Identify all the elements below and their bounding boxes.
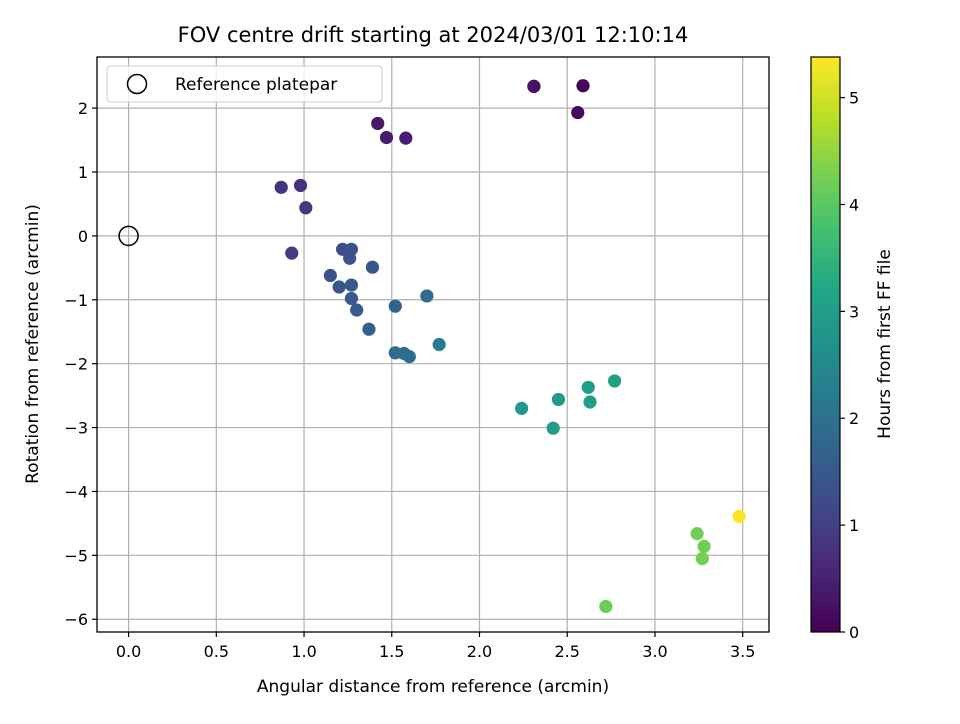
- data-point: [732, 509, 746, 523]
- x-tick-label: 1.5: [379, 642, 404, 661]
- y-tick-label: −2: [64, 355, 88, 374]
- data-point: [546, 421, 560, 435]
- data-point: [583, 395, 597, 409]
- reference-platepar-marker: [118, 225, 139, 247]
- data-point: [581, 380, 595, 394]
- x-tick-label: 3.0: [642, 642, 667, 661]
- data-point: [399, 131, 413, 145]
- data-point: [607, 374, 622, 388]
- data-point: [527, 79, 541, 93]
- legend-label: Reference platepar: [175, 75, 337, 95]
- y-tick-label: 2: [78, 99, 88, 118]
- y-tick-label: −6: [64, 610, 88, 629]
- legend: Reference platepar: [106, 65, 383, 103]
- data-point: [690, 527, 704, 541]
- colorbar-ticks: 0 1 2 3 4 5: [840, 89, 859, 642]
- y-axis-ticks: 2 1 0 −1 −2 −3 −4 −5 −6: [64, 99, 97, 629]
- data-points: [274, 79, 746, 614]
- y-tick-label: −4: [64, 482, 88, 501]
- colorbar-tick-label: 1: [849, 516, 859, 535]
- x-axis-label: Angular distance from reference (arcmin): [257, 677, 609, 697]
- data-point: [571, 105, 585, 120]
- y-tick-label: 1: [78, 163, 88, 182]
- x-tick-label: 2.0: [467, 642, 492, 661]
- x-tick-label: 0.0: [116, 642, 141, 661]
- y-axis-label: Rotation from reference (arcmin): [23, 204, 43, 484]
- data-point: [293, 178, 308, 193]
- y-tick-label: −1: [64, 291, 88, 310]
- data-point: [599, 599, 613, 614]
- data-point: [274, 180, 288, 194]
- data-point: [344, 291, 359, 306]
- grid: [97, 57, 769, 632]
- data-point: [551, 392, 566, 407]
- colorbar: 0 1 2 3 4 5 Hours from first FF file: [810, 56, 895, 642]
- data-point: [285, 246, 299, 260]
- colorbar-tick-label: 3: [849, 302, 859, 321]
- data-point: [432, 337, 446, 352]
- data-point: [332, 280, 346, 294]
- y-tick-label: 0: [78, 227, 88, 246]
- data-point: [323, 268, 337, 283]
- data-point: [343, 251, 357, 265]
- colorbar-gradient: [810, 56, 841, 633]
- data-point: [344, 278, 359, 292]
- x-axis-ticks: 0.0 0.5 1.0 1.5 2.0 2.5 3.0 3.5: [116, 632, 755, 661]
- data-point: [420, 289, 434, 303]
- x-tick-label: 1.0: [291, 642, 316, 661]
- x-tick-label: 3.5: [730, 642, 755, 661]
- data-point: [365, 260, 380, 274]
- data-point: [515, 401, 529, 415]
- legend-marker: [126, 73, 148, 95]
- colorbar-tick-label: 4: [849, 195, 859, 214]
- colorbar-tick-label: 5: [849, 89, 859, 108]
- chart-title: FOV centre drift starting at 2024/03/01 …: [178, 23, 689, 47]
- data-point: [350, 303, 364, 317]
- data-point: [388, 299, 402, 313]
- data-point: [695, 551, 709, 566]
- data-point: [576, 79, 590, 93]
- colorbar-tick-label: 2: [849, 409, 859, 428]
- colorbar-label: Hours from first FF file: [875, 249, 895, 439]
- data-point: [402, 350, 416, 364]
- x-tick-label: 0.5: [204, 642, 229, 661]
- data-point: [371, 116, 385, 131]
- colorbar-tick-label: 0: [849, 623, 859, 642]
- y-tick-label: −3: [64, 419, 88, 438]
- x-tick-label: 2.5: [554, 642, 579, 661]
- legend-box: [106, 65, 383, 103]
- data-point: [697, 539, 711, 553]
- data-point: [379, 130, 394, 145]
- data-point: [362, 322, 376, 336]
- data-point: [299, 201, 313, 215]
- y-tick-label: −5: [64, 546, 88, 565]
- plot-frame: [96, 56, 770, 633]
